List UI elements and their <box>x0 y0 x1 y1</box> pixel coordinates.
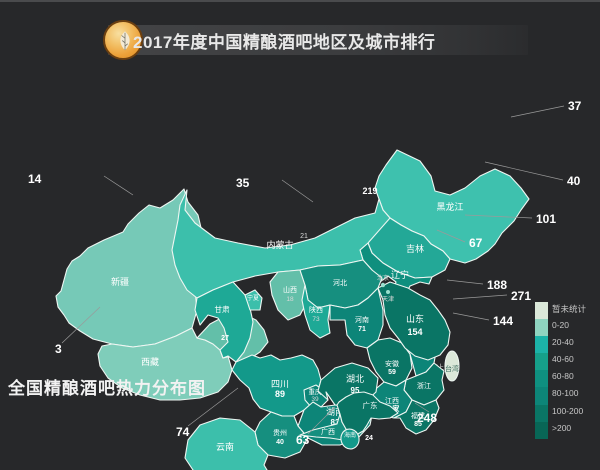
svg-text:辽宁: 辽宁 <box>391 269 409 280</box>
svg-text:海南: 海南 <box>344 431 356 439</box>
svg-text:陕西: 陕西 <box>309 305 323 314</box>
svg-text:89: 89 <box>275 389 285 399</box>
svg-text:山西: 山西 <box>283 285 297 294</box>
svg-text:73: 73 <box>312 316 320 323</box>
svg-text:63: 63 <box>296 433 310 447</box>
svg-text:21: 21 <box>300 233 308 240</box>
svg-text:河南: 河南 <box>355 315 369 324</box>
svg-text:144: 144 <box>493 314 513 328</box>
svg-text:67: 67 <box>469 236 483 250</box>
svg-text:湖北: 湖北 <box>346 374 364 384</box>
svg-text:40: 40 <box>567 174 581 188</box>
svg-text:内蒙古: 内蒙古 <box>266 239 293 250</box>
svg-text:广东: 广东 <box>363 400 378 410</box>
svg-text:北京: 北京 <box>377 274 389 282</box>
svg-text:云南: 云南 <box>216 441 234 452</box>
svg-text:14: 14 <box>28 172 42 186</box>
svg-text:四川: 四川 <box>271 379 289 389</box>
svg-text:甘肃: 甘肃 <box>215 304 230 314</box>
svg-text:新疆: 新疆 <box>111 276 129 287</box>
svg-text:台湾: 台湾 <box>445 364 459 373</box>
svg-text:西藏: 西藏 <box>141 356 159 367</box>
svg-text:山东: 山东 <box>406 313 424 324</box>
svg-text:74: 74 <box>176 425 190 439</box>
svg-text:3: 3 <box>55 342 62 356</box>
svg-text:59: 59 <box>388 369 396 376</box>
svg-text:吉林: 吉林 <box>406 243 424 254</box>
svg-text:71: 71 <box>358 326 366 333</box>
svg-text:河北: 河北 <box>333 279 347 287</box>
svg-text:24: 24 <box>365 435 373 442</box>
svg-text:37: 37 <box>568 99 582 113</box>
svg-text:浙江: 浙江 <box>417 381 431 390</box>
svg-text:40: 40 <box>276 439 284 446</box>
svg-text:188: 188 <box>487 278 507 292</box>
svg-text:248: 248 <box>417 411 437 425</box>
svg-text:安徽: 安徽 <box>385 359 399 368</box>
svg-text:广西: 广西 <box>321 427 335 436</box>
svg-text:江西: 江西 <box>385 397 399 405</box>
svg-text:宁夏: 宁夏 <box>247 294 259 302</box>
svg-text:18: 18 <box>286 296 294 303</box>
svg-text:35: 35 <box>236 176 250 190</box>
svg-text:101: 101 <box>536 212 556 226</box>
svg-text:154: 154 <box>407 327 422 337</box>
svg-text:天津: 天津 <box>382 296 394 303</box>
svg-text:27: 27 <box>221 335 229 342</box>
svg-text:贵州: 贵州 <box>273 428 287 437</box>
svg-text:219: 219 <box>362 186 377 196</box>
svg-text:黑龙江: 黑龙江 <box>436 201 463 212</box>
svg-text:271: 271 <box>511 289 531 303</box>
